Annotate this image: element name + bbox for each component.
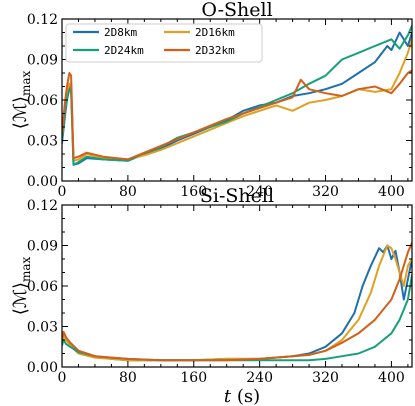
x-tick-label: 320 <box>312 370 339 386</box>
series-group <box>62 24 412 166</box>
legend-label-2D32km: 2D32km <box>195 44 235 57</box>
y-tick-label: 0.06 <box>27 93 58 109</box>
x-tick-label: 320 <box>312 184 339 200</box>
series-line-2D32km <box>62 241 412 362</box>
x-tick-label: 160 <box>180 184 207 200</box>
x-tick-label: 400 <box>378 370 405 386</box>
x-axis-label: t (s) <box>224 386 260 406</box>
y-tick-label: 0.00 <box>27 174 58 190</box>
y-axis-label: ⟨ℳ⟩max <box>10 70 33 129</box>
y-tick-label: 0.03 <box>27 134 58 150</box>
x-tick-label: 80 <box>119 184 137 200</box>
legend: 2D8km 2D16km 2D24km 2D32km <box>65 23 263 63</box>
series-line-2D8km <box>62 244 412 362</box>
panel-title: O-Shell <box>201 0 272 21</box>
legend-label-2D16km: 2D16km <box>195 26 235 39</box>
y-tick-label: 0.09 <box>27 53 58 69</box>
x-tick-label: 80 <box>119 370 137 386</box>
x-tick-label: 160 <box>180 370 207 386</box>
y-axis-label: ⟨ℳ⟩max <box>10 256 33 315</box>
x-tick-label: 400 <box>378 184 405 200</box>
y-tick-label: 0.09 <box>27 239 58 255</box>
x-tick-label: 0 <box>58 370 67 386</box>
y-tick-label: 0.00 <box>27 360 58 376</box>
panel-title: Si-Shell <box>200 185 274 207</box>
y-tick-label: 0.06 <box>27 279 58 295</box>
si-shell-panel: 0 80 160 240 320 400 0.00 0.03 0.06 0.09 0.12 Si-Sh… <box>10 185 413 406</box>
o-shell-panel: 0 80 160 240 320 400 0.00 0.03 0.06 0.09 0.12 O-She… <box>10 0 413 200</box>
legend-box <box>65 23 263 63</box>
series-line-2D16km <box>62 244 412 362</box>
legend-label-2D8km: 2D8km <box>104 26 137 39</box>
legend-label-2D24km: 2D24km <box>104 44 144 57</box>
x-tick-label: 240 <box>246 370 273 386</box>
y-tick-label: 0.03 <box>27 320 58 336</box>
x-tick-label: 240 <box>246 184 273 200</box>
series-group <box>62 241 412 362</box>
y-tick-label: 0.12 <box>27 198 58 214</box>
x-tick-label: 0 <box>58 184 67 200</box>
series-line-2D32km <box>62 69 412 161</box>
y-tick-label: 0.12 <box>27 12 58 28</box>
plot-frame <box>61 204 413 368</box>
